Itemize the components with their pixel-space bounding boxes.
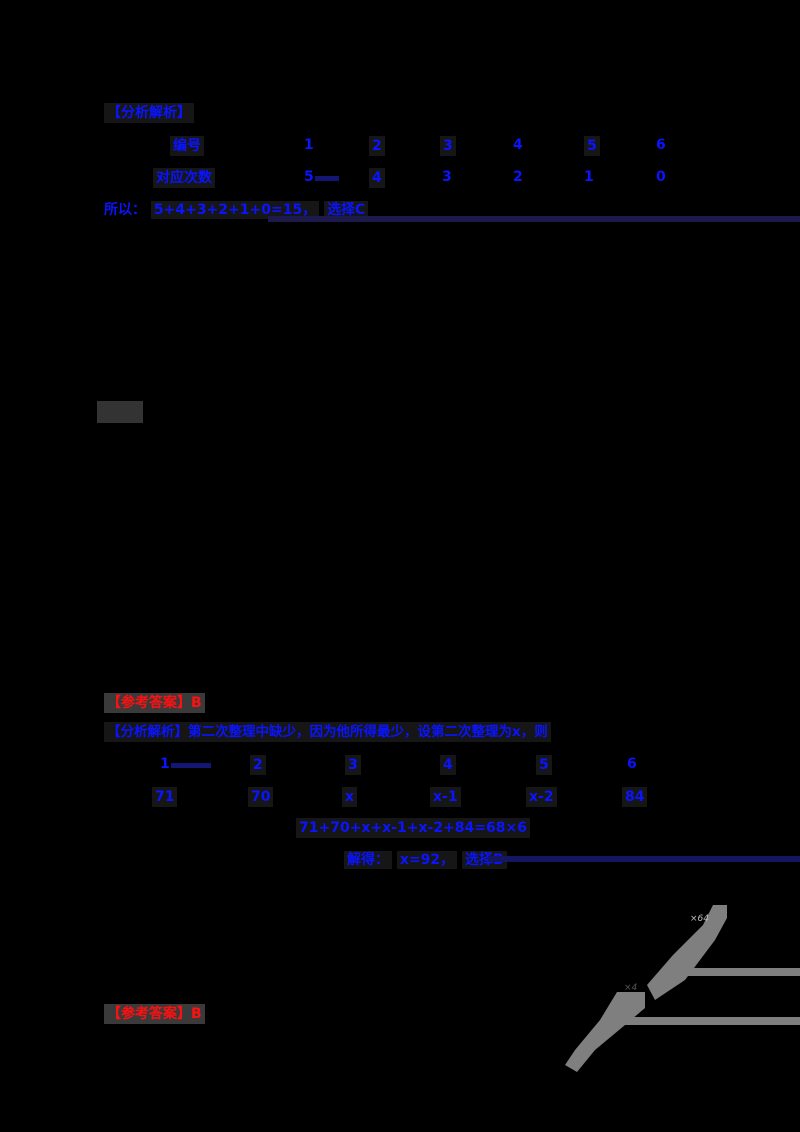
q1-cell: 3 [440, 136, 456, 156]
q1-cell: 4 [369, 168, 385, 188]
q2-cell: 5 [536, 755, 552, 775]
q1-cell: 2 [369, 136, 385, 156]
q2-cell: x-1 [430, 787, 461, 807]
answer-underline [314, 176, 339, 181]
q1-cell: 4 [513, 137, 523, 153]
q1-cell: 1 [584, 169, 594, 185]
redacted-box [97, 401, 143, 423]
answer-underline [170, 763, 211, 768]
q2-cell: 3 [345, 755, 361, 775]
q2-analysis: 【分析解析】第二次整理中缺少，因为他所得最少，设第二次整理为x，则 [104, 722, 551, 742]
q2-reference-answer: 【参考答案】B [104, 693, 205, 713]
q3-reference-answer: 【参考答案】B [104, 1004, 205, 1024]
q1-row-label-number: 编号 [170, 136, 204, 156]
q2-cell: 70 [248, 787, 274, 807]
q1-cell: 2 [513, 169, 523, 185]
q1-cell: 5 [304, 168, 339, 186]
q1-cell: 1 [304, 137, 314, 153]
q1-answer: 所以： 5+4+3+2+1+0=15， 选择C [104, 201, 369, 219]
q1-row-label-count: 对应次数 [153, 168, 215, 188]
q1-cell: 3 [442, 169, 452, 185]
stamp-mark-top: ×64 [690, 914, 709, 924]
stamp-mark-mid: ×4 [624, 983, 638, 993]
q2-cell: x-2 [526, 787, 557, 807]
q2-answer: 解得： x=92， 选择B [344, 851, 507, 869]
section-divider [488, 856, 800, 862]
diagonal-stamp-icon [565, 905, 800, 1072]
q1-cell: 5 [584, 136, 600, 156]
q1-cell: 6 [656, 137, 666, 153]
q2-cell: 6 [627, 756, 637, 772]
q1-heading: 【分析解析】 [104, 103, 194, 123]
q2-equation: 71+70+x+x-1+x-2+84=68×6 [296, 818, 530, 838]
q2-cell: 4 [440, 755, 456, 775]
q2-cell: 1 [160, 755, 211, 773]
q2-cell: x [342, 787, 358, 807]
q2-cell: 84 [622, 787, 648, 807]
section-divider [268, 216, 800, 222]
q2-cell: 2 [250, 755, 266, 775]
q2-cell: 71 [152, 787, 178, 807]
q1-cell: 0 [656, 169, 666, 185]
